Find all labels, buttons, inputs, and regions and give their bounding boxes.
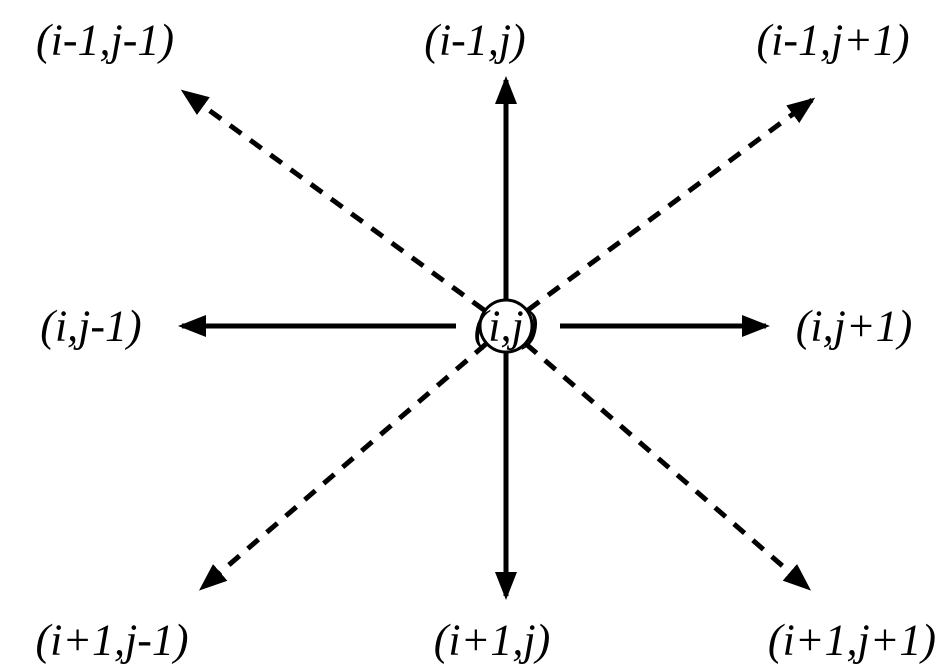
- neighbor-diagram: (i,j) (i-1,j) (i-1,j-1) (i-1,j+1) (i,j-1…: [0, 0, 950, 670]
- arrow-bottom-left: [202, 344, 486, 588]
- label-bottom: (i+1,j): [434, 615, 550, 666]
- label-center: (i,j): [474, 301, 539, 352]
- label-bottom-left: (i+1,j-1): [35, 615, 188, 666]
- arrow-top-left: [184, 92, 484, 310]
- label-top-right: (i-1,j+1): [756, 15, 909, 66]
- arrow-top-right: [528, 100, 812, 310]
- label-left: (i,j-1): [40, 301, 141, 352]
- label-top-left: (i-1,j-1): [36, 15, 174, 66]
- label-top: (i-1,j): [424, 15, 525, 66]
- label-right: (i,j+1): [796, 301, 912, 352]
- arrow-bottom-right: [526, 344, 808, 588]
- label-bottom-right: (i+1,j+1): [768, 615, 936, 666]
